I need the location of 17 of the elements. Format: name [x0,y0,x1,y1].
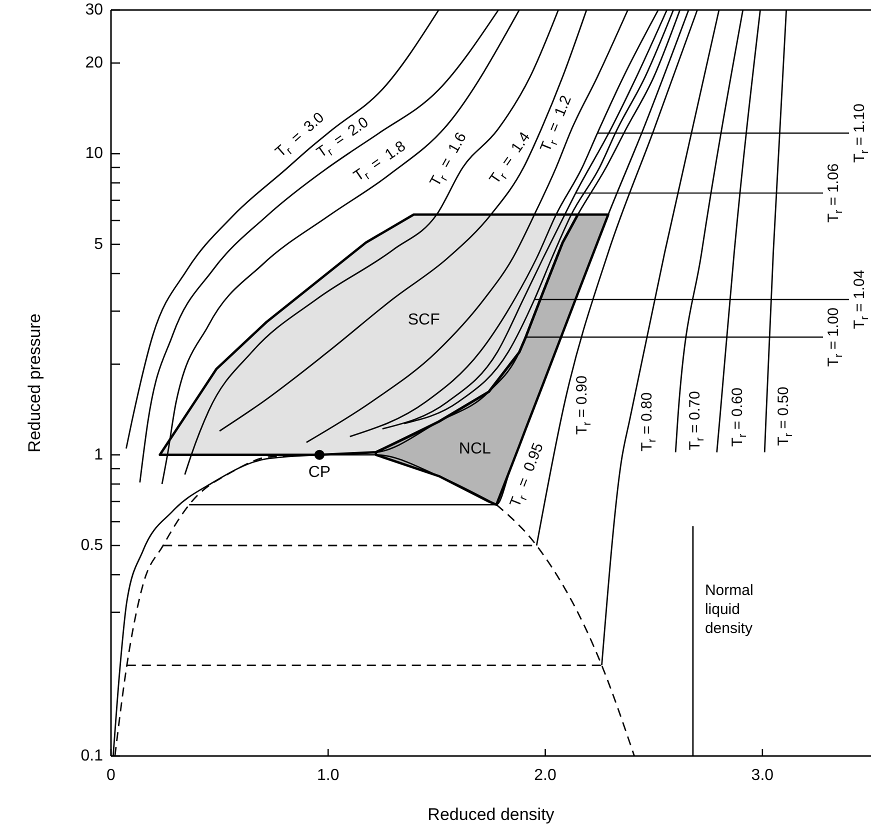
series-label: NCL [458,440,492,458]
series-label: SCF [408,311,440,328]
x-tick-label: 0 [106,767,116,784]
series-label: Normal liquid density [704,582,754,638]
x-tick-label: 2.0 [534,767,557,784]
y-tick-label: 0.5 [80,537,104,554]
x-tick-label: 1.0 [317,767,340,784]
y-tick-label: 30 [85,2,104,18]
y-tick-label: 20 [85,54,104,72]
y-tick-label: 1 [94,446,104,464]
x-tick-label: 3.0 [751,767,774,784]
y-tick-label: 5 [94,236,104,253]
y-axis-title: Reduced pressure [24,314,44,452]
y-tick-label: 10 [85,145,104,162]
x-axis-title: Reduced density [428,805,555,824]
series-label: CP [308,464,331,481]
y-tick-label: 0.1 [80,748,104,764]
